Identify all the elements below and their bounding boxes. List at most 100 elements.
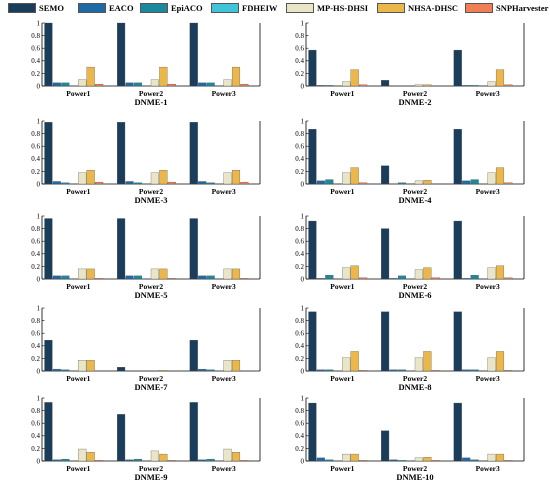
bar-nhsa-dhsc-power2 <box>159 453 168 462</box>
legend-label-snpharvester: SNPHarvester <box>496 3 549 13</box>
bar-snpharvester-power1 <box>359 460 368 462</box>
x-category-label: Power3 <box>212 374 236 383</box>
legend-label-eaco: EACO <box>109 3 134 13</box>
bar-semo-power1 <box>44 402 53 462</box>
x-category-label: Power1 <box>66 282 90 291</box>
y-tick-label: 0.2 <box>295 445 304 453</box>
y-tick-label: 0.2 <box>295 168 304 176</box>
bar-eaco-power3 <box>462 85 471 87</box>
x-category-label: Power1 <box>66 374 90 383</box>
panel-title: DNME-9 <box>134 472 167 482</box>
bar-epiaco-power3 <box>206 369 215 372</box>
bar-nhsa-dhsc-power1 <box>86 268 95 280</box>
x-category-label: Power2 <box>139 282 163 291</box>
y-tick-label: 0.8 <box>295 130 304 138</box>
y-tick-label: 0.6 <box>31 238 40 246</box>
x-category-label: Power1 <box>330 89 354 98</box>
panel-title: DNME-7 <box>134 382 168 392</box>
bar-eaco-power3 <box>198 181 207 185</box>
y-tick-label: 0.8 <box>31 32 40 40</box>
panel-title: DNME-3 <box>134 195 167 205</box>
chart-panel-8: 0 0.2 0.4 0.6 0.8 1 Power1 Power2 Power3 DNME-8 <box>295 304 525 392</box>
panel-title: DNME-1 <box>134 97 167 107</box>
bar-nhsa-dhsc-power3 <box>231 268 241 280</box>
x-category-label: Power2 <box>139 187 163 196</box>
bar-semo-power1 <box>44 339 53 372</box>
y-tick-label: 0.2 <box>295 70 304 78</box>
bar-semo-power3 <box>453 129 462 185</box>
bar-mp-hs-dhsi-power2 <box>150 172 159 185</box>
x-category-label: Power3 <box>476 464 500 473</box>
x-category-label: Power2 <box>139 464 163 473</box>
legend-swatch-epiaco <box>140 3 168 13</box>
bar-epiaco-power1 <box>325 179 334 185</box>
bar-snpharvester-power1 <box>359 182 368 185</box>
legend-swatch-nhsa-dhsc <box>377 3 405 13</box>
bar-epiaco-power1 <box>61 275 70 280</box>
bar-epiaco-power2 <box>133 82 143 87</box>
bar-epiaco-power1 <box>325 459 334 462</box>
bar-nhsa-dhsc-power1 <box>350 167 359 185</box>
legend-item-semo: SEMO <box>8 3 64 13</box>
bar-mp-hs-dhsi-power2 <box>150 79 159 87</box>
bar-mp-hs-dhsi-power3 <box>223 448 232 462</box>
bar-eaco-power2 <box>389 459 398 462</box>
bar-semo-power1 <box>44 218 53 280</box>
bar-mp-hs-dhsi-power1 <box>342 81 351 87</box>
bar-semo-power3 <box>189 122 198 185</box>
y-tick-label: 1 <box>37 304 41 312</box>
y-tick-label: 1 <box>301 394 305 402</box>
bar-semo-power1 <box>308 49 317 87</box>
legend-label-nhsa-dhsc: NHSA-DHSC <box>408 3 459 13</box>
bar-mp-hs-dhsi-power2 <box>414 180 423 185</box>
bar-semo-power2 <box>117 122 126 185</box>
x-category-label: Power1 <box>66 89 90 98</box>
bar-epiaco-power1 <box>325 369 334 372</box>
bar-eaco-power3 <box>198 459 207 462</box>
bar-semo-power3 <box>189 339 198 372</box>
y-tick-label: 0 <box>301 82 305 90</box>
bar-mp-hs-dhsi-power1 <box>78 79 87 87</box>
x-category-label: Power1 <box>66 187 90 196</box>
chart-panel-9: 0 0.2 0.4 0.6 0.8 1 Power1 Power2 Power3 DNME-9 <box>31 394 261 482</box>
y-tick-label: 0 <box>301 367 305 375</box>
bar-eaco-power2 <box>125 82 134 87</box>
bar-mp-hs-dhsi-power3 <box>487 267 496 280</box>
y-tick-label: 0.2 <box>31 355 40 363</box>
legend-label-semo: SEMO <box>39 3 65 13</box>
bar-eaco-power3 <box>198 275 207 280</box>
bar-epiaco-power3 <box>206 275 215 280</box>
y-tick-label: 1 <box>37 117 41 125</box>
y-tick-label: 0.6 <box>295 420 304 428</box>
bar-snpharvester-power2 <box>167 181 176 185</box>
bar-mp-hs-dhsi-power2 <box>150 450 159 462</box>
y-tick-label: 0.2 <box>31 263 40 271</box>
bar-nhsa-dhsc-power2 <box>423 351 432 372</box>
legend-item-mp-hs-dhsi: MP-HS-DHSI <box>286 3 368 13</box>
bar-semo-power2 <box>381 311 390 372</box>
bar-nhsa-dhsc-power1 <box>86 452 95 462</box>
bar-epiaco-power3 <box>470 459 479 462</box>
x-category-label: Power3 <box>212 89 236 98</box>
bar-nhsa-dhsc-power3 <box>495 265 505 280</box>
bar-mp-hs-dhsi-power3 <box>487 453 496 462</box>
bar-eaco-power3 <box>198 82 207 87</box>
chart-panel-10: 0 0.2 0.4 0.6 0.8 1 Power1 Power2 Power3 DNME-10 <box>295 394 525 482</box>
y-tick-label: 0.4 <box>31 250 40 258</box>
bar-snpharvester-power1 <box>95 181 104 185</box>
bar-snpharvester-power1 <box>359 370 368 372</box>
y-tick-label: 1 <box>301 212 305 220</box>
bar-epiaco-power3 <box>470 369 479 372</box>
x-category-label: Power1 <box>66 464 90 473</box>
bar-nhsa-dhsc-power2 <box>159 66 168 87</box>
bar-semo-power1 <box>308 220 317 280</box>
x-category-label: Power2 <box>139 374 163 383</box>
y-tick-label: 0 <box>37 82 41 90</box>
bar-snpharvester-power2 <box>167 460 176 462</box>
x-category-label: Power2 <box>403 374 427 383</box>
chart-panel-7: 0 0.2 0.4 0.6 0.8 1 Power1 Power2 Power3 DNME-7 <box>31 304 261 392</box>
bar-snpharvester-power2 <box>167 278 176 280</box>
y-tick-label: 0.4 <box>31 342 40 350</box>
bar-snpharvester-power1 <box>95 278 104 280</box>
bar-snpharvester-power3 <box>504 182 513 185</box>
